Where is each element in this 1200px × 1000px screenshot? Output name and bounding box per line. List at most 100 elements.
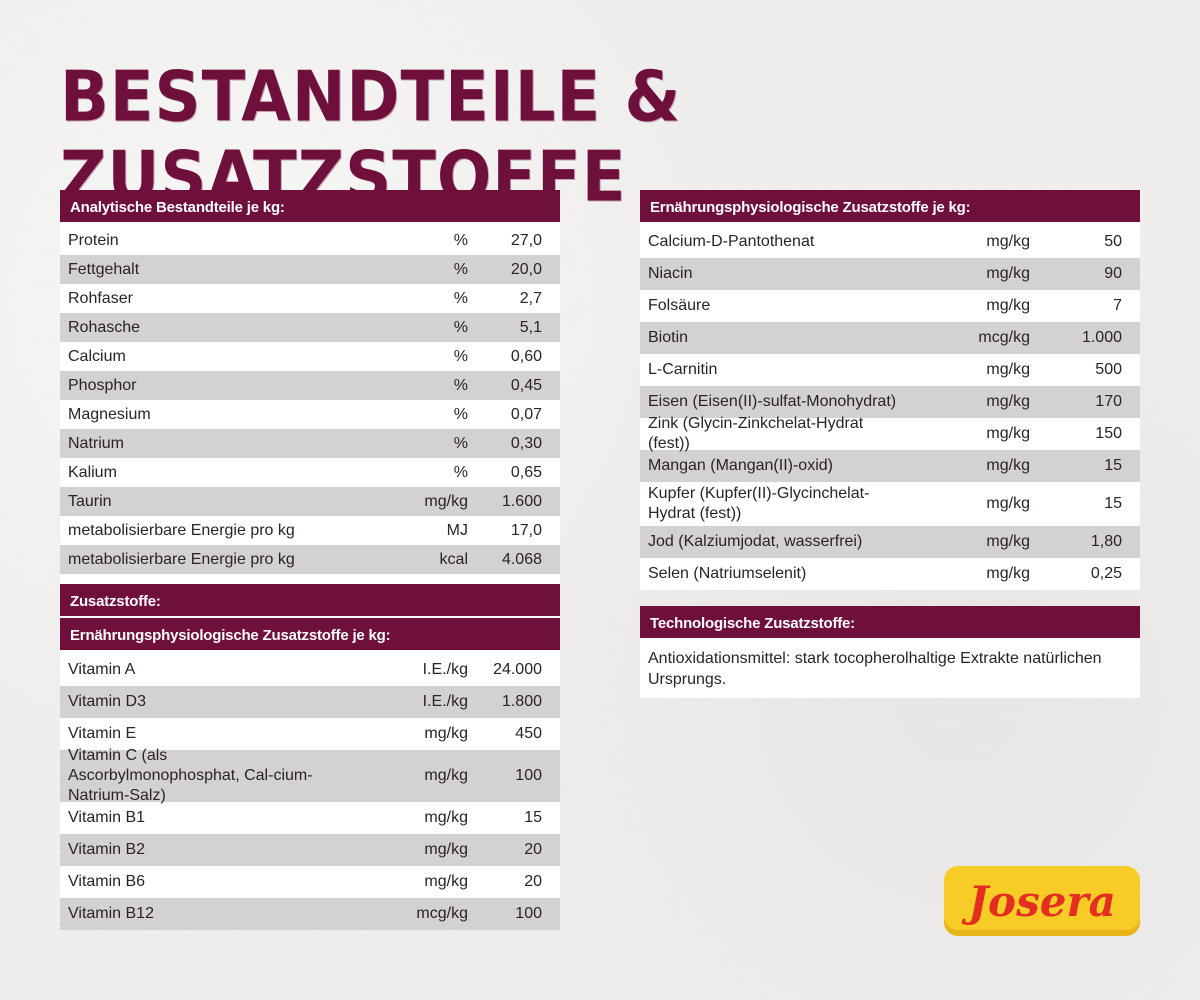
- table-row: Calcium-D-Pantothenat mg/kg 50: [640, 226, 1140, 258]
- nutritional-table: Ernährungsphysiologische Zusatzstoffe je…: [640, 190, 1140, 590]
- table-row: metabolisierbare Energie pro kg MJ 17,0: [60, 516, 560, 545]
- row-name: Mangan (Mangan(II)-oxid): [648, 457, 833, 474]
- row-unit: mg/kg: [986, 297, 1030, 314]
- row-name: metabolisierbare Energie pro kg: [68, 521, 295, 539]
- table-row: Vitamin D3 I.E./kg 1.800: [60, 686, 560, 718]
- table-row: Biotin mcg/kg 1.000: [640, 322, 1140, 354]
- analytic-table: Analytische Bestandteile je kg: Protein%…: [60, 190, 560, 930]
- analytic-rows: Protein% 27,0 Fettgehalt% 20,0 Rohfaser% 2,7 R…: [60, 226, 560, 574]
- table-row: metabolisierbare Energie pro kg kcal 4.068: [60, 545, 560, 574]
- row-unit: mg/kg: [424, 809, 468, 826]
- row-value: 170: [1095, 393, 1122, 410]
- row-value: 17,0: [510, 521, 542, 539]
- table-row: Zink (Glycin-Zinkchelat-Hydrat (fest)) mg…: [640, 415, 1140, 452]
- table-row: Folsäure mg/kg 7: [640, 290, 1140, 322]
- row-value: 0,30: [510, 434, 542, 452]
- table-row: L-Carnitin mg/kg 500: [640, 354, 1140, 386]
- row-unit: mg/kg: [986, 457, 1030, 474]
- row-value: 1.000: [1081, 329, 1122, 346]
- table-row: Rohfaser% 2,7: [60, 284, 560, 313]
- row-name: Vitamin E: [68, 725, 137, 742]
- row-value: 50: [1104, 233, 1122, 250]
- row-unit: mg/kg: [986, 233, 1030, 250]
- row-value: 90: [1104, 265, 1122, 282]
- row-value: 450: [515, 725, 542, 742]
- row-name: Fettgehalt: [68, 260, 140, 278]
- row-value: 27,0: [510, 231, 542, 249]
- row-unit: mg/kg: [986, 265, 1030, 282]
- row-name: Rohfaser: [68, 289, 133, 307]
- logo-text: Josera: [968, 876, 1116, 926]
- row-name: Vitamin D3: [68, 693, 146, 710]
- row-name: Magnesium: [68, 405, 151, 423]
- row-name: metabolisierbare Energie pro kg: [68, 550, 295, 568]
- row-value: 7: [1113, 297, 1122, 314]
- row-name: Jod (Kalziumjodat, wasserfrei): [648, 533, 863, 550]
- row-unit: %: [453, 318, 468, 336]
- additives-subheader: Ernährungsphysiologische Zusatzstoffe je…: [60, 618, 560, 650]
- row-unit: kcal: [439, 550, 468, 568]
- row-value: 24.000: [493, 661, 542, 678]
- row-name: Natrium: [68, 434, 125, 452]
- row-value: 0,07: [510, 405, 542, 423]
- row-value: 20: [524, 841, 542, 858]
- row-name: Rohasche: [68, 318, 141, 336]
- row-value: 15: [1104, 457, 1122, 474]
- row-name: Phosphor: [68, 376, 137, 394]
- table-row: Eisen (Eisen(II)-sulfat-Monohydrat) mg/kg…: [640, 386, 1140, 418]
- table-row: Vitamin E mg/kg 450: [60, 718, 560, 750]
- row-unit: mg/kg: [986, 425, 1030, 442]
- row-unit: I.E./kg: [422, 661, 468, 678]
- table-row: Niacin mg/kg 90: [640, 258, 1140, 290]
- row-value: 150: [1095, 425, 1122, 442]
- analytic-header: Analytische Bestandteile je kg:: [60, 190, 560, 222]
- row-unit: %: [453, 231, 468, 249]
- row-value: 0,60: [510, 347, 542, 365]
- row-unit: mg/kg: [986, 393, 1030, 410]
- row-unit: mg/kg: [424, 767, 468, 784]
- row-value: 5,1: [519, 318, 542, 336]
- table-row: Phosphor% 0,45: [60, 371, 560, 400]
- row-unit: mg/kg: [986, 565, 1030, 582]
- row-value: 1,80: [1090, 533, 1122, 550]
- table-row: Mangan (Mangan(II)-oxid) mg/kg 15: [640, 450, 1140, 482]
- row-value: 1.600: [501, 492, 542, 510]
- row-value: 20: [524, 873, 542, 890]
- row-value: 100: [515, 905, 542, 922]
- row-unit: %: [453, 376, 468, 394]
- table-row: Calcium% 0,60: [60, 342, 560, 371]
- table-row: Vitamin B6 mg/kg 20: [60, 866, 560, 898]
- row-name: Vitamin B2: [68, 841, 146, 858]
- row-name: L-Carnitin: [648, 361, 718, 378]
- row-name: Vitamin B1: [68, 809, 146, 826]
- row-value: 500: [1095, 361, 1122, 378]
- row-value: 100: [515, 767, 542, 784]
- row-name: Vitamin A: [68, 661, 136, 678]
- row-unit: mcg/kg: [978, 329, 1030, 346]
- row-name: Niacin: [648, 265, 693, 282]
- row-unit: mg/kg: [424, 841, 468, 858]
- table-row: Natrium% 0,30: [60, 429, 560, 458]
- table-row: Vitamin B1 mg/kg 15: [60, 802, 560, 834]
- row-unit: mg/kg: [986, 361, 1030, 378]
- row-name: Calcium-D-Pantothenat: [648, 233, 815, 250]
- row-unit: %: [453, 260, 468, 278]
- table-row: Selen (Natriumselenit) mg/kg 0,25: [640, 558, 1140, 590]
- table-row: Kupfer (Kupfer(II)-Glycinchelat-Hydrat (…: [640, 482, 1140, 526]
- table-row: Vitamin A I.E./kg 24.000: [60, 654, 560, 686]
- table-row: Magnesium% 0,07: [60, 400, 560, 429]
- table-row: Protein% 27,0: [60, 226, 560, 255]
- row-value: 2,7: [519, 289, 542, 307]
- row-name: Selen (Natriumselenit): [648, 565, 807, 582]
- row-unit: I.E./kg: [422, 693, 468, 710]
- row-name: Taurin: [68, 492, 112, 510]
- row-value: 20,0: [510, 260, 542, 278]
- technological-table: Technologische Zusatzstoffe: Antioxidati…: [640, 606, 1140, 698]
- table-row: Fettgehalt% 20,0: [60, 255, 560, 284]
- nutritional-rows: Calcium-D-Pantothenat mg/kg 50 Niacin mg/kg 9…: [640, 226, 1140, 590]
- row-name: Folsäure: [648, 297, 711, 314]
- row-unit: mg/kg: [424, 492, 468, 510]
- row-unit: %: [453, 289, 468, 307]
- row-value: 4.068: [501, 550, 542, 568]
- row-value: 0,25: [1090, 565, 1122, 582]
